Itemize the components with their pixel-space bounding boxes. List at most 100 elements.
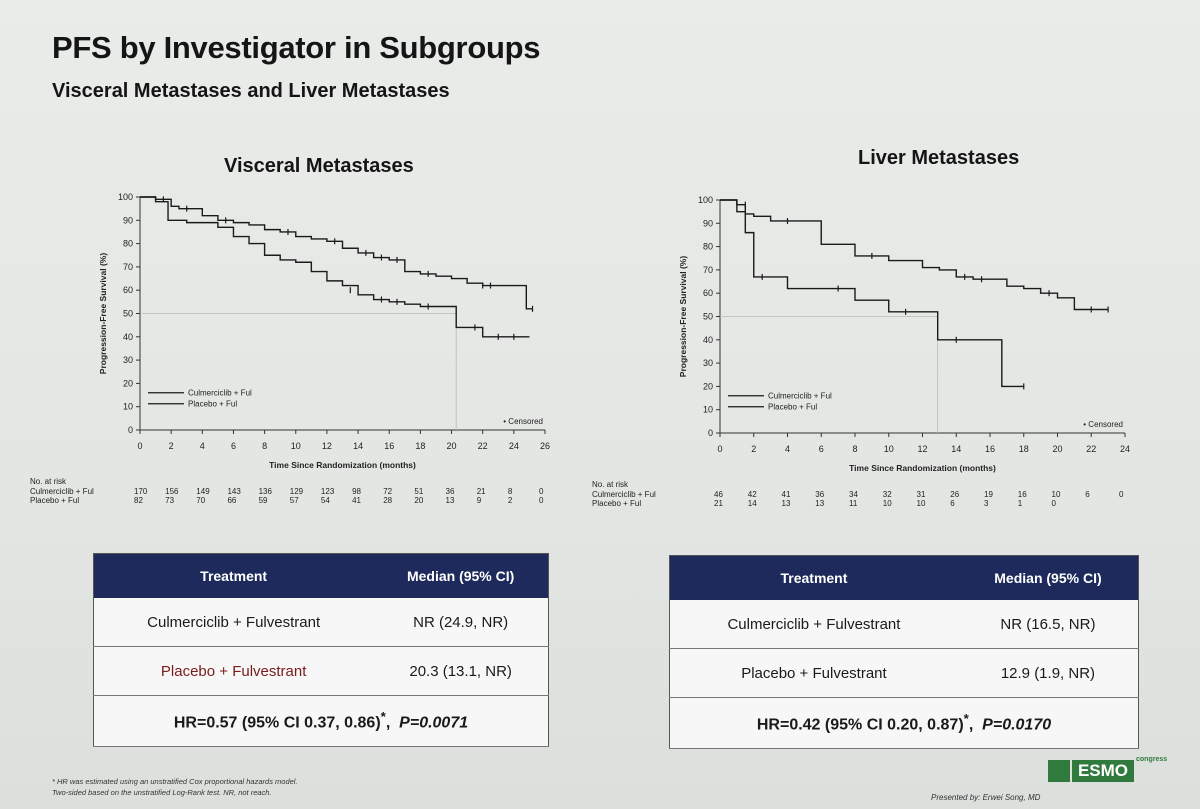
col-header-median: Median (95% CI) [957,555,1139,600]
y-tick-label: 60 [123,285,133,295]
footnote-line: Two-sided based on the unstratified Log-… [52,788,272,797]
risk-count: 21 [714,499,723,508]
p-value: P=0.0170 [982,716,1052,734]
x-tick-label: 18 [415,441,425,451]
x-tick-label: 2 [751,444,756,454]
risk-count: 54 [320,496,330,505]
risk-count: 11 [849,499,858,508]
hr-cell: HR=0.57 (95% CI 0.37, 0.86)*, P=0.0071 [93,695,549,747]
y-tick-label: 0 [708,428,713,438]
table-row: Culmerciclib + Fulvestrant NR (16.5, NR) [669,600,1139,649]
x-tick-label: 14 [951,444,961,454]
risk-count: 13 [781,499,791,508]
hr-text: HR=0.57 (95% CI 0.37, 0.86) [173,714,381,732]
risk-count: 13 [815,499,825,508]
risk-count: 2 [507,496,513,505]
risk-count: 6 [950,499,955,508]
footnote-line: * HR was estimated using an unstratified… [52,777,298,786]
x-tick-label: 8 [852,444,857,454]
risk-row-label: Culmerciclib + Ful [592,490,656,499]
risk-count: 66 [227,496,237,505]
footnote: * HR was estimated using an unstratified… [52,776,298,798]
y-tick-label: 60 [703,288,713,298]
risk-count: 123 [320,487,335,496]
risk-count: 3 [984,499,989,508]
risk-count: 46 [714,490,723,499]
treatment-cell: Culmerciclib + Fulvestrant [669,600,958,649]
risk-count: 136 [258,487,272,496]
x-tick-label: 14 [353,441,363,451]
chart-title-liver: Liver Metastases [858,147,1020,169]
risk-count: 31 [916,490,926,499]
median-cell: NR (16.5, NR) [957,600,1139,649]
risk-count: 10 [1051,490,1061,499]
y-tick-label: 100 [698,195,713,205]
risk-count: 41 [781,490,791,499]
median-cell: NR (24.9, NR) [373,598,549,647]
risk-count: 42 [747,490,757,499]
risk-count: 72 [383,487,393,496]
x-tick-label: 22 [1086,444,1096,454]
risk-count: 57 [289,496,299,505]
risk-count: 10 [916,499,926,508]
x-axis-label: Time Since Randomization (months) [849,463,996,473]
censored-legend: • Censored [1083,420,1123,429]
risk-row-label: Placebo + Ful [30,496,80,505]
risk-count: 41 [352,496,361,505]
risk-table-header: No. at risk [30,477,67,486]
y-tick-label: 0 [128,425,133,435]
y-tick-label: 90 [703,218,713,228]
legend-entry: Culmerciclib + Ful [768,392,832,401]
risk-count: 82 [134,496,143,505]
risk-count: 16 [1017,490,1027,499]
y-tick-label: 20 [123,378,133,388]
risk-count: 36 [445,487,455,496]
logo-mark [1048,760,1070,782]
y-tick-label: 50 [703,312,713,322]
hr-cell: HR=0.42 (95% CI 0.20, 0.87)*, P=0.0170 [669,697,1139,749]
chart-title-visceral: Visceral Metastases [224,155,414,177]
median-cell: 20.3 (13.1, NR) [373,646,549,696]
hr-row: HR=0.57 (95% CI 0.37, 0.86)*, P=0.0071 [93,695,549,747]
censored-legend: • Censored [503,417,543,426]
median-table-visceral: Treatment Median (95% CI) Culmerciclib +… [93,553,549,747]
y-axis-label: Progression-Free Survival (%) [678,256,688,378]
risk-count: 0 [539,487,544,496]
risk-count: 70 [196,496,206,505]
x-tick-label: 0 [137,441,142,451]
x-tick-label: 0 [717,444,722,454]
legend-entry: Culmerciclib + Ful [188,389,252,398]
km-series-line [720,199,1109,311]
treatment-cell: Culmerciclib + Fulvestrant [93,598,374,647]
y-tick-label: 50 [123,309,133,319]
x-tick-label: 4 [785,444,790,454]
risk-count: 0 [539,496,544,505]
risk-count: 156 [165,487,179,496]
risk-count: 1 [1017,499,1023,508]
hr-row: HR=0.42 (95% CI 0.20, 0.87)*, P=0.0170 [669,697,1139,749]
y-tick-label: 90 [123,215,133,225]
risk-count: 34 [849,490,858,499]
x-tick-label: 2 [169,441,174,451]
median-cell: 12.9 (1.9, NR) [957,648,1139,698]
risk-count: 8 [507,487,513,496]
risk-count: 26 [950,490,960,499]
x-tick-label: 20 [447,441,457,451]
x-tick-label: 18 [1019,444,1029,454]
risk-count: 28 [383,496,393,505]
presenter-credit: Presented by: Erwei Song, MD [931,793,1041,802]
x-tick-label: 22 [478,441,488,451]
y-axis-label: Progression-Free Survival (%) [98,253,108,375]
risk-count: 149 [196,487,210,496]
risk-count: 20 [414,496,424,505]
median-table-liver: Treatment Median (95% CI) Culmerciclib +… [669,555,1139,749]
km-series-line [140,196,530,338]
x-tick-label: 6 [231,441,236,451]
risk-count: 0 [1051,499,1056,508]
x-tick-label: 4 [200,441,205,451]
legend-entry: Placebo + Ful [188,400,237,409]
risk-row-label: Placebo + Ful [592,499,642,508]
